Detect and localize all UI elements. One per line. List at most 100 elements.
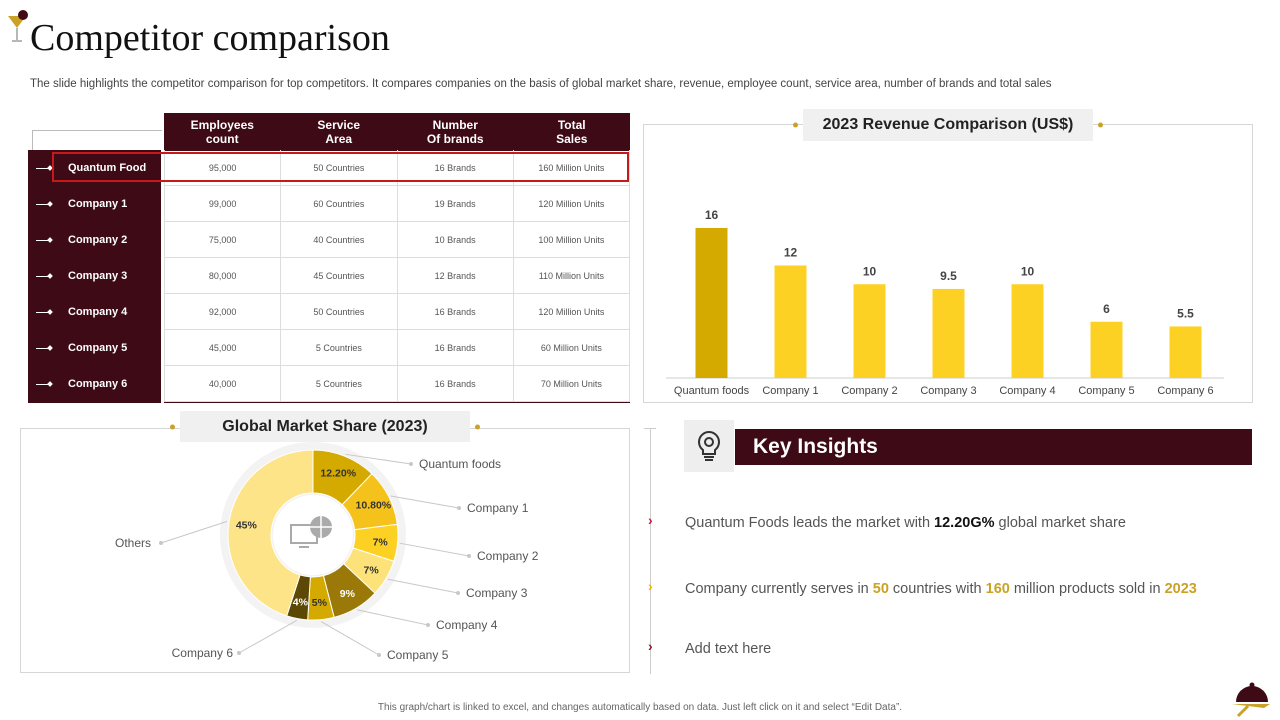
- insight-item-3: Add text here: [685, 641, 772, 657]
- table-row: 95,000 50 Countries 16 Brands 160 Million U…: [164, 150, 630, 186]
- slice-value-label: 12.20%: [320, 467, 356, 479]
- row-label: Company 1: [28, 186, 161, 222]
- callout-line: [345, 453, 412, 465]
- insight-item-2: Company currently serves in 50 countries…: [685, 581, 1197, 597]
- market-share-panel: 12.20% 10.80% 7% 7% 9% 5% 4% 45% Quantum foods Co…: [20, 428, 630, 673]
- table-connector: [32, 130, 162, 152]
- slice-category-label: Company 2: [477, 549, 539, 563]
- chevron-right-icon: ›: [648, 638, 653, 654]
- callout-dot: [159, 541, 163, 545]
- callout-line: [160, 520, 228, 544]
- slice-value-label: 4%: [293, 596, 309, 608]
- slice-category-label: Company 1: [467, 501, 529, 515]
- slice-value-label: 7%: [373, 536, 389, 548]
- row-label: Quantum Food: [28, 150, 161, 186]
- callout-dot: [377, 653, 381, 657]
- market-share-donut-chart: 12.20% 10.80% 7% 7% 9% 5%4% 45% Quantum foods Co…: [115, 442, 539, 662]
- callout-dot: [467, 554, 471, 558]
- insights-icon-box: [684, 420, 734, 472]
- bar-value-label: 5.5: [1177, 306, 1194, 320]
- row-label: Company 5: [28, 330, 161, 366]
- row-label: Company 4: [28, 294, 161, 330]
- comparison-table: 95,000 50 Countries 16 Brands 160 Million U…: [164, 150, 630, 403]
- serving-cloche-logo-icon: [1232, 682, 1270, 718]
- revenue-chart-title: 2023 Revenue Comparison (US$): [803, 109, 1093, 141]
- bar-category-label: Company 1: [762, 385, 818, 397]
- slice-category-label: Company 6: [172, 646, 234, 660]
- row-label: Company 6: [28, 366, 161, 402]
- slice-category-label: Company 3: [466, 586, 528, 600]
- market-share-title: Global Market Share (2023): [180, 411, 470, 442]
- bar-category-label: Company 6: [1157, 385, 1213, 397]
- slice-category-label: Company 4: [436, 618, 498, 632]
- footer-note: This graph/chart is linked to excel, and…: [377, 702, 903, 713]
- bar-value-label: 6: [1103, 302, 1110, 316]
- callout-line: [387, 578, 459, 594]
- header-service-area: Service Area: [317, 118, 361, 146]
- bar-category-label: Company 3: [920, 385, 976, 397]
- slice-value-label: 7%: [364, 564, 380, 576]
- callout-line: [357, 609, 429, 626]
- callout-dot: [426, 623, 430, 627]
- bar-value-label: 12: [784, 246, 798, 260]
- callout-line: [390, 495, 460, 509]
- bar-category-label: Quantum foods: [674, 385, 750, 397]
- company-names-column: Quantum Food Company 1 Company 2 Company…: [28, 150, 161, 403]
- bar-4: [932, 288, 965, 378]
- header-employees: Employees count: [190, 118, 254, 146]
- cocktail-logo-icon: [8, 10, 28, 42]
- callout-dot: [237, 651, 241, 655]
- page-title: Competitor comparison: [30, 17, 390, 59]
- bar-value-label: 10: [1021, 264, 1035, 278]
- table-row: 80,000 45 Countries 12 Brands 110 Million U…: [164, 258, 630, 294]
- insight-item-1: Quantum Foods leads the market with 12.2…: [685, 515, 1126, 531]
- revenue-chart-panel: 16 Quantum foods 12 Company 1 10 Company 2 9.5…: [643, 124, 1253, 403]
- callout-dot: [457, 506, 461, 510]
- slice-value-label: 5%: [312, 597, 328, 609]
- table-row: 92,000 50 Countries 16 Brands 120 Million U…: [164, 294, 630, 330]
- revenue-bar-chart: 16 Quantum foods 12 Company 1 10 Company 2 9.5…: [666, 208, 1224, 397]
- row-label: Company 2: [28, 222, 161, 258]
- online-globe-icon: [290, 516, 332, 548]
- slice-category-label: Others: [115, 536, 151, 550]
- table-row: 45,000 5 Countries 16 Brands 60 Million Uni…: [164, 330, 630, 366]
- slice-value-label: 10.80%: [356, 500, 392, 512]
- bar-1: [695, 228, 728, 378]
- page-subtitle: The slide highlights the competitor comp…: [30, 78, 1052, 90]
- slice-category-label: Quantum foods: [419, 457, 501, 471]
- chevron-right-icon: ›: [648, 512, 653, 528]
- lightbulb-gear-icon: [698, 430, 720, 461]
- row-label: Company 3: [28, 258, 161, 294]
- callout-line: [320, 621, 380, 656]
- table-row: 40,000 5 Countries 16 Brands 70 Million Uni…: [164, 366, 630, 402]
- bar-value-label: 16: [705, 208, 719, 222]
- slice-value-label: 45%: [236, 519, 258, 531]
- table-row: 75,000 40 Countries 10 Brands 100 Million U…: [164, 222, 630, 258]
- chevron-right-icon: ›: [648, 578, 653, 594]
- bar-5: [1011, 284, 1044, 378]
- bar-category-label: Company 2: [841, 385, 897, 397]
- bar-value-label: 10: [863, 264, 877, 278]
- donut-slice-8: [227, 449, 314, 617]
- insights-divider: [644, 428, 656, 674]
- callout-dot: [456, 591, 460, 595]
- header-brands: Number Of brands: [426, 118, 484, 146]
- bar-3: [853, 284, 886, 378]
- callout-line: [238, 620, 297, 654]
- bar-category-label: Company 5: [1078, 385, 1134, 397]
- table-row: 99,000 60 Countries 19 Brands 120 Million U…: [164, 186, 630, 222]
- donut-hole: [273, 495, 353, 575]
- bar-6: [1090, 321, 1123, 378]
- key-insights-header: Key Insights: [735, 429, 1252, 465]
- header-sales: Total Sales: [556, 118, 588, 146]
- bar-category-label: Company 4: [999, 385, 1055, 397]
- bar-7: [1169, 326, 1202, 378]
- slice-category-label: Company 5: [387, 648, 449, 662]
- highlight-row-box: [52, 152, 629, 182]
- callout-dot: [409, 462, 413, 466]
- bar-value-label: 9.5: [940, 269, 957, 283]
- bar-2: [774, 265, 807, 378]
- slice-value-label: 9%: [340, 588, 356, 600]
- callout-line: [399, 542, 470, 557]
- table-header: Employees count Service Area Number Of bran…: [164, 113, 630, 151]
